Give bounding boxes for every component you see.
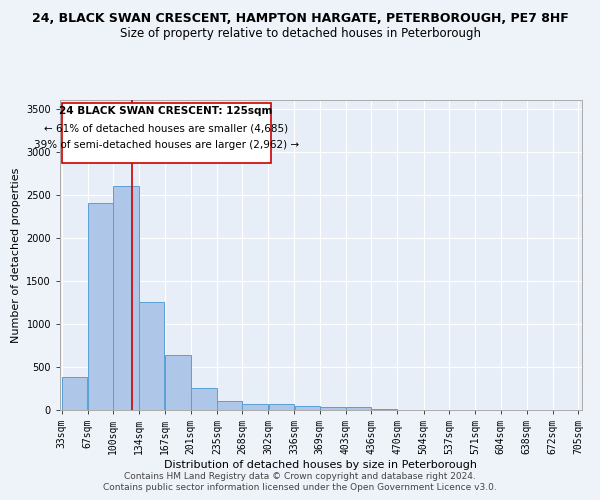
Bar: [320, 406, 346, 410]
Bar: [371, 409, 397, 410]
Bar: [113, 186, 139, 410]
Bar: [62, 378, 88, 410]
Text: ← 61% of detached houses are smaller (4,685): ← 61% of detached houses are smaller (4,…: [44, 123, 288, 133]
Text: Contains HM Land Registry data © Crown copyright and database right 2024.: Contains HM Land Registry data © Crown c…: [124, 472, 476, 481]
Text: Size of property relative to detached houses in Peterborough: Size of property relative to detached ho…: [119, 28, 481, 40]
Text: 39% of semi-detached houses are larger (2,962) →: 39% of semi-detached houses are larger (…: [34, 140, 299, 150]
Bar: [242, 404, 268, 410]
Bar: [217, 402, 242, 410]
Text: 24 BLACK SWAN CRESCENT: 125sqm: 24 BLACK SWAN CRESCENT: 125sqm: [59, 106, 273, 116]
Text: 24, BLACK SWAN CRESCENT, HAMPTON HARGATE, PETERBOROUGH, PE7 8HF: 24, BLACK SWAN CRESCENT, HAMPTON HARGATE…: [32, 12, 568, 26]
Bar: [88, 204, 113, 410]
Bar: [139, 302, 164, 410]
Text: Contains public sector information licensed under the Open Government Licence v3: Contains public sector information licen…: [103, 484, 497, 492]
FancyBboxPatch shape: [62, 104, 271, 163]
Bar: [295, 406, 320, 410]
Bar: [165, 355, 191, 410]
Bar: [346, 408, 371, 410]
Bar: [269, 404, 294, 410]
X-axis label: Distribution of detached houses by size in Peterborough: Distribution of detached houses by size …: [164, 460, 478, 470]
Bar: [191, 388, 217, 410]
Y-axis label: Number of detached properties: Number of detached properties: [11, 168, 20, 342]
